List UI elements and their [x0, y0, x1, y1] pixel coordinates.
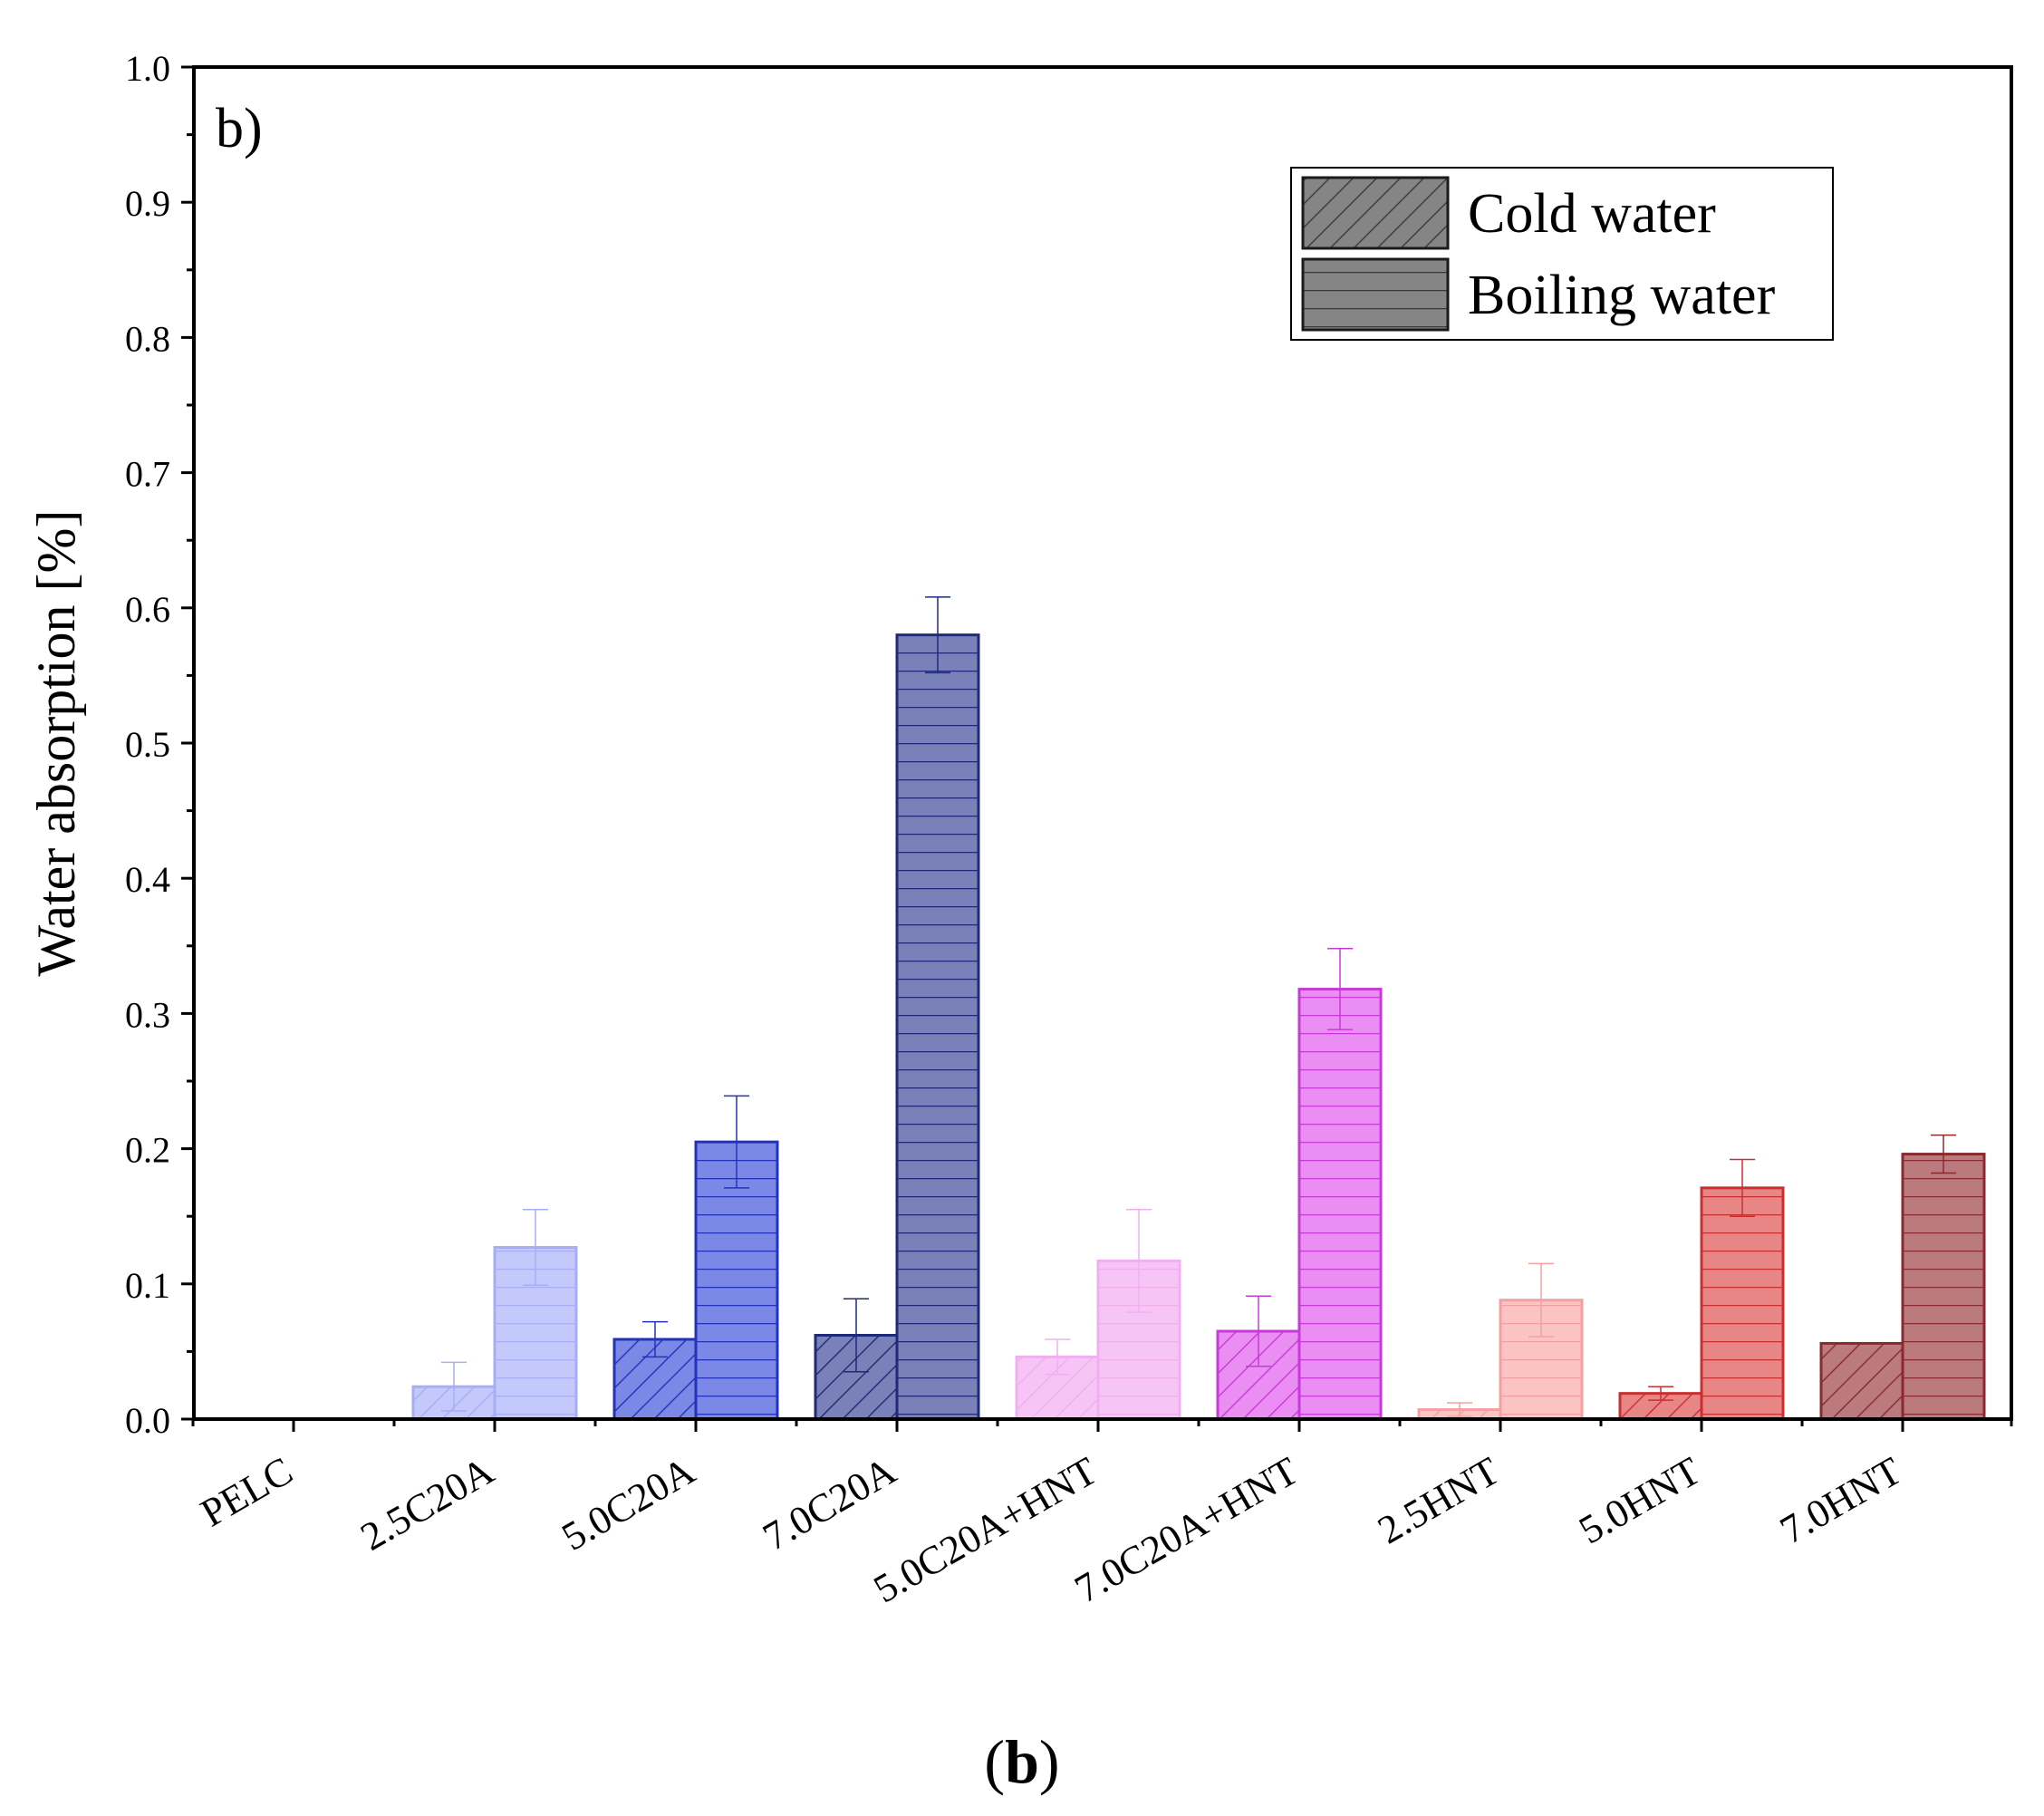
legend: Cold water Boiling water: [1290, 167, 1834, 341]
bar-boiling-7.0C20A: [895, 633, 980, 1421]
y-tick-label: 0.0: [125, 1400, 170, 1441]
error-bar-boiling-5.0C20A+HNT: [1126, 1208, 1152, 1313]
bars-layer: [411, 633, 1986, 1421]
bar-cold-7.0HNT: [1819, 1341, 1904, 1421]
error-bar-cold-5.0C20A+HNT: [1045, 1338, 1070, 1376]
y-tick-label: 0.6: [125, 589, 170, 630]
error-bar-cold-2.5HNT: [1447, 1402, 1472, 1417]
error-bar-boiling-7.0C20A: [925, 596, 950, 674]
x-tick-label: 2.5C20A: [353, 1448, 501, 1560]
error-bar-boiling-7.0HNT: [1931, 1134, 1956, 1174]
x-tick-label: 7.0HNT: [1773, 1448, 1910, 1552]
x-tick-label: 7.0C20A+HNT: [1067, 1448, 1306, 1611]
x-axis: PELC 2.5C20A 5.0C20A 7.0C20A5.0C20A+HNT7.0C…: [191, 1419, 2013, 1611]
error-bar-boiling-5.0HNT: [1730, 1158, 1755, 1217]
x-tick-label: PELC: [193, 1448, 300, 1535]
error-bar-boiling-7.0C20A+HNT: [1327, 948, 1353, 1031]
caption-letter: b: [1005, 1727, 1039, 1796]
y-tick-label: 0.3: [125, 994, 170, 1035]
legend-swatch-cold: [1301, 176, 1450, 250]
x-tick-label: 7.0C20A: [756, 1448, 903, 1560]
x-tick-label: 5.0C20A: [554, 1448, 702, 1560]
panel-label: b): [216, 98, 263, 159]
x-tick-label: 5.0HNT: [1572, 1448, 1709, 1552]
error-bar-cold-7.0C20A+HNT: [1246, 1295, 1271, 1367]
x-tick-label: 5.0C20A+HNT: [866, 1448, 1104, 1611]
error-bar-cold-2.5C20A: [441, 1361, 467, 1412]
error-bars-layer: [441, 596, 1956, 1417]
bar-boiling-7.0C20A+HNT: [1297, 988, 1383, 1421]
y-tick-label: 0.2: [125, 1130, 170, 1171]
legend-label-cold: Cold water: [1468, 183, 1716, 245]
y-tick-label: 0.7: [125, 454, 170, 495]
error-bar-cold-5.0C20A: [642, 1320, 668, 1358]
caption-close: ): [1038, 1727, 1060, 1796]
error-bar-cold-7.0C20A: [844, 1298, 869, 1373]
error-bar-cold-5.0HNT: [1648, 1386, 1673, 1401]
y-tick-label: 0.8: [125, 318, 170, 359]
error-bar-boiling-2.5HNT: [1528, 1262, 1554, 1338]
legend-label-boiling: Boiling water: [1468, 265, 1776, 326]
figure-caption: (b): [0, 1726, 2044, 1798]
bar-boiling-5.0C20A: [694, 1140, 779, 1421]
caption-open: (: [984, 1727, 1006, 1796]
bar-boiling-7.0HNT: [1901, 1153, 1986, 1421]
y-axis: 0.0 0.1 0.2 0.3 0.4 0.5 0.6 0.7 0.8 0.9 1.0: [125, 48, 194, 1441]
error-bar-boiling-2.5C20A: [523, 1208, 548, 1287]
y-tick-label: 0.5: [125, 724, 170, 765]
y-tick-label: 0.1: [125, 1265, 170, 1306]
bar-boiling-5.0HNT: [1700, 1186, 1785, 1421]
y-axis-label: Water absorption [%]: [26, 510, 86, 977]
error-bar-boiling-5.0C20A: [724, 1095, 749, 1189]
y-tick-label: 0.4: [125, 859, 170, 900]
y-tick-label: 1.0: [125, 48, 170, 89]
x-tick-label: 2.5HNT: [1371, 1448, 1508, 1552]
legend-swatch-boiling: [1301, 257, 1450, 332]
y-tick-label: 0.9: [125, 183, 170, 224]
